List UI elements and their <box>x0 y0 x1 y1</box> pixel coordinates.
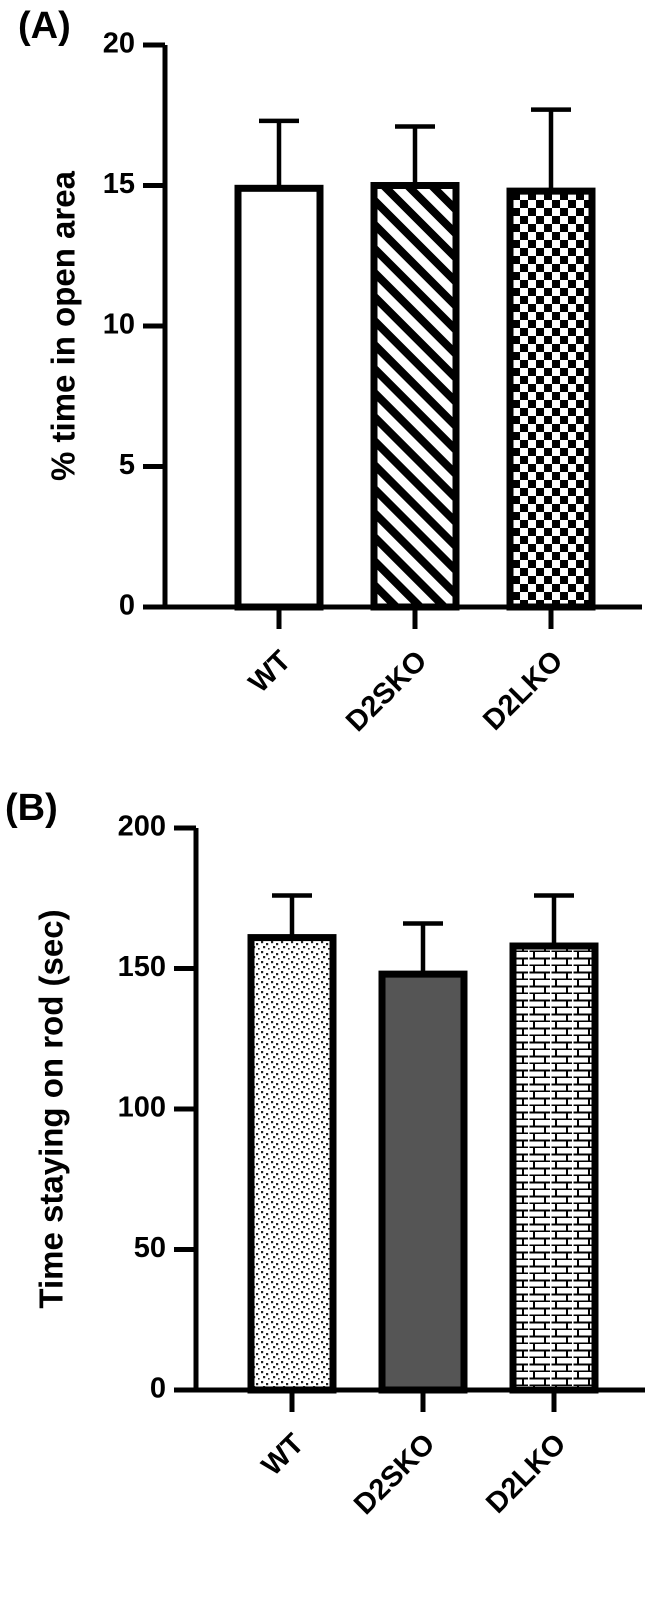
y-tick-label: 15 <box>103 168 135 200</box>
bar <box>506 187 596 611</box>
bar <box>247 934 337 1394</box>
category-label: D2LKO <box>477 645 569 737</box>
y-tick-label: 5 <box>119 449 135 481</box>
category-label: D2SKO <box>348 1428 441 1521</box>
category-label: D2LKO <box>480 1428 572 1520</box>
y-tick-label: 150 <box>118 951 166 983</box>
y-tick-label: 0 <box>150 1373 166 1405</box>
category-label: WT <box>243 645 298 700</box>
chart-panel-a: (A) % time in open area WT D2SKO D2LKO 0 5 10 15… <box>18 5 642 738</box>
y-axis-title: Time staying on rod (sec) <box>33 909 70 1308</box>
y-tick-label: 100 <box>118 1092 166 1124</box>
y-tick-label: 0 <box>119 590 135 622</box>
panel-label: (B) <box>5 787 58 829</box>
bar <box>378 970 468 1394</box>
y-axis-title: % time in open area <box>45 170 82 481</box>
bar <box>234 184 324 611</box>
category-label: WT <box>256 1428 311 1483</box>
bar <box>509 942 599 1394</box>
chart-panel-b: (B) Time staying on rod (sec) WT D2SKO D2LKO… <box>5 787 645 1521</box>
bar <box>370 182 460 611</box>
category-label: D2SKO <box>340 645 433 738</box>
y-tick-label: 200 <box>118 811 166 843</box>
y-tick-label: 20 <box>103 28 135 60</box>
y-tick-label: 50 <box>134 1232 166 1264</box>
panel-label: (A) <box>18 5 71 47</box>
y-tick-label: 10 <box>103 309 135 341</box>
